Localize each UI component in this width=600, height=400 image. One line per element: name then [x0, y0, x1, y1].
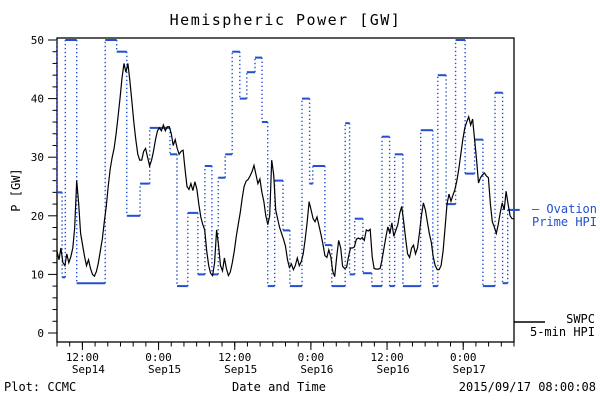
svg-text:Sep15: Sep15 — [224, 363, 257, 376]
legend-ovation-line2: Prime HPI — [531, 215, 597, 229]
svg-text:30: 30 — [31, 151, 44, 164]
y-axis: 0 10 20 30 40 50 — [31, 34, 57, 340]
svg-text:Sep17: Sep17 — [453, 363, 486, 376]
svg-text:Sep16: Sep16 — [376, 363, 409, 376]
svg-text:0:00: 0:00 — [145, 351, 172, 364]
svg-text:12:00: 12:00 — [218, 351, 251, 364]
svg-text:Sep16: Sep16 — [300, 363, 333, 376]
svg-text:0:00: 0:00 — [298, 351, 325, 364]
svg-text:12:00: 12:00 — [66, 351, 99, 364]
footer-timestamp: 2015/09/17 08:00:08 — [458, 380, 596, 394]
plot-title: Hemispheric Power [GW] — [169, 11, 402, 29]
legend-ovation-prime-hpi: – Ovation Prime HPI — [532, 203, 597, 229]
svg-text:Sep15: Sep15 — [148, 363, 181, 376]
legend-ovation-line1: – Ovation — [531, 202, 597, 216]
svg-text:0:00: 0:00 — [450, 351, 477, 364]
svg-text:40: 40 — [31, 93, 44, 106]
legend-swpc-line2: 5-min HPI — [529, 325, 595, 339]
svg-text:20: 20 — [31, 210, 44, 223]
svg-text:50: 50 — [31, 34, 44, 47]
svg-text:12:00: 12:00 — [370, 351, 403, 364]
x-axis-title: Date and Time — [232, 380, 326, 394]
series-swpc-5min-hpi — [56, 63, 514, 278]
series-ovation-prime-hpi — [56, 39, 520, 288]
svg-text:Sep14: Sep14 — [72, 363, 105, 376]
legend-swpc-line1: SWPC — [566, 312, 595, 326]
footer-plot-source: Plot: CCMC — [4, 380, 77, 394]
svg-text:10: 10 — [31, 268, 44, 281]
legend-swpc-5min-hpi: SWPC 5-min HPI — [530, 313, 595, 339]
x-axis: 12:00Sep140:00Sep1512:00Sep150:00Sep1612… — [56, 342, 515, 376]
svg-text:0: 0 — [37, 327, 44, 340]
